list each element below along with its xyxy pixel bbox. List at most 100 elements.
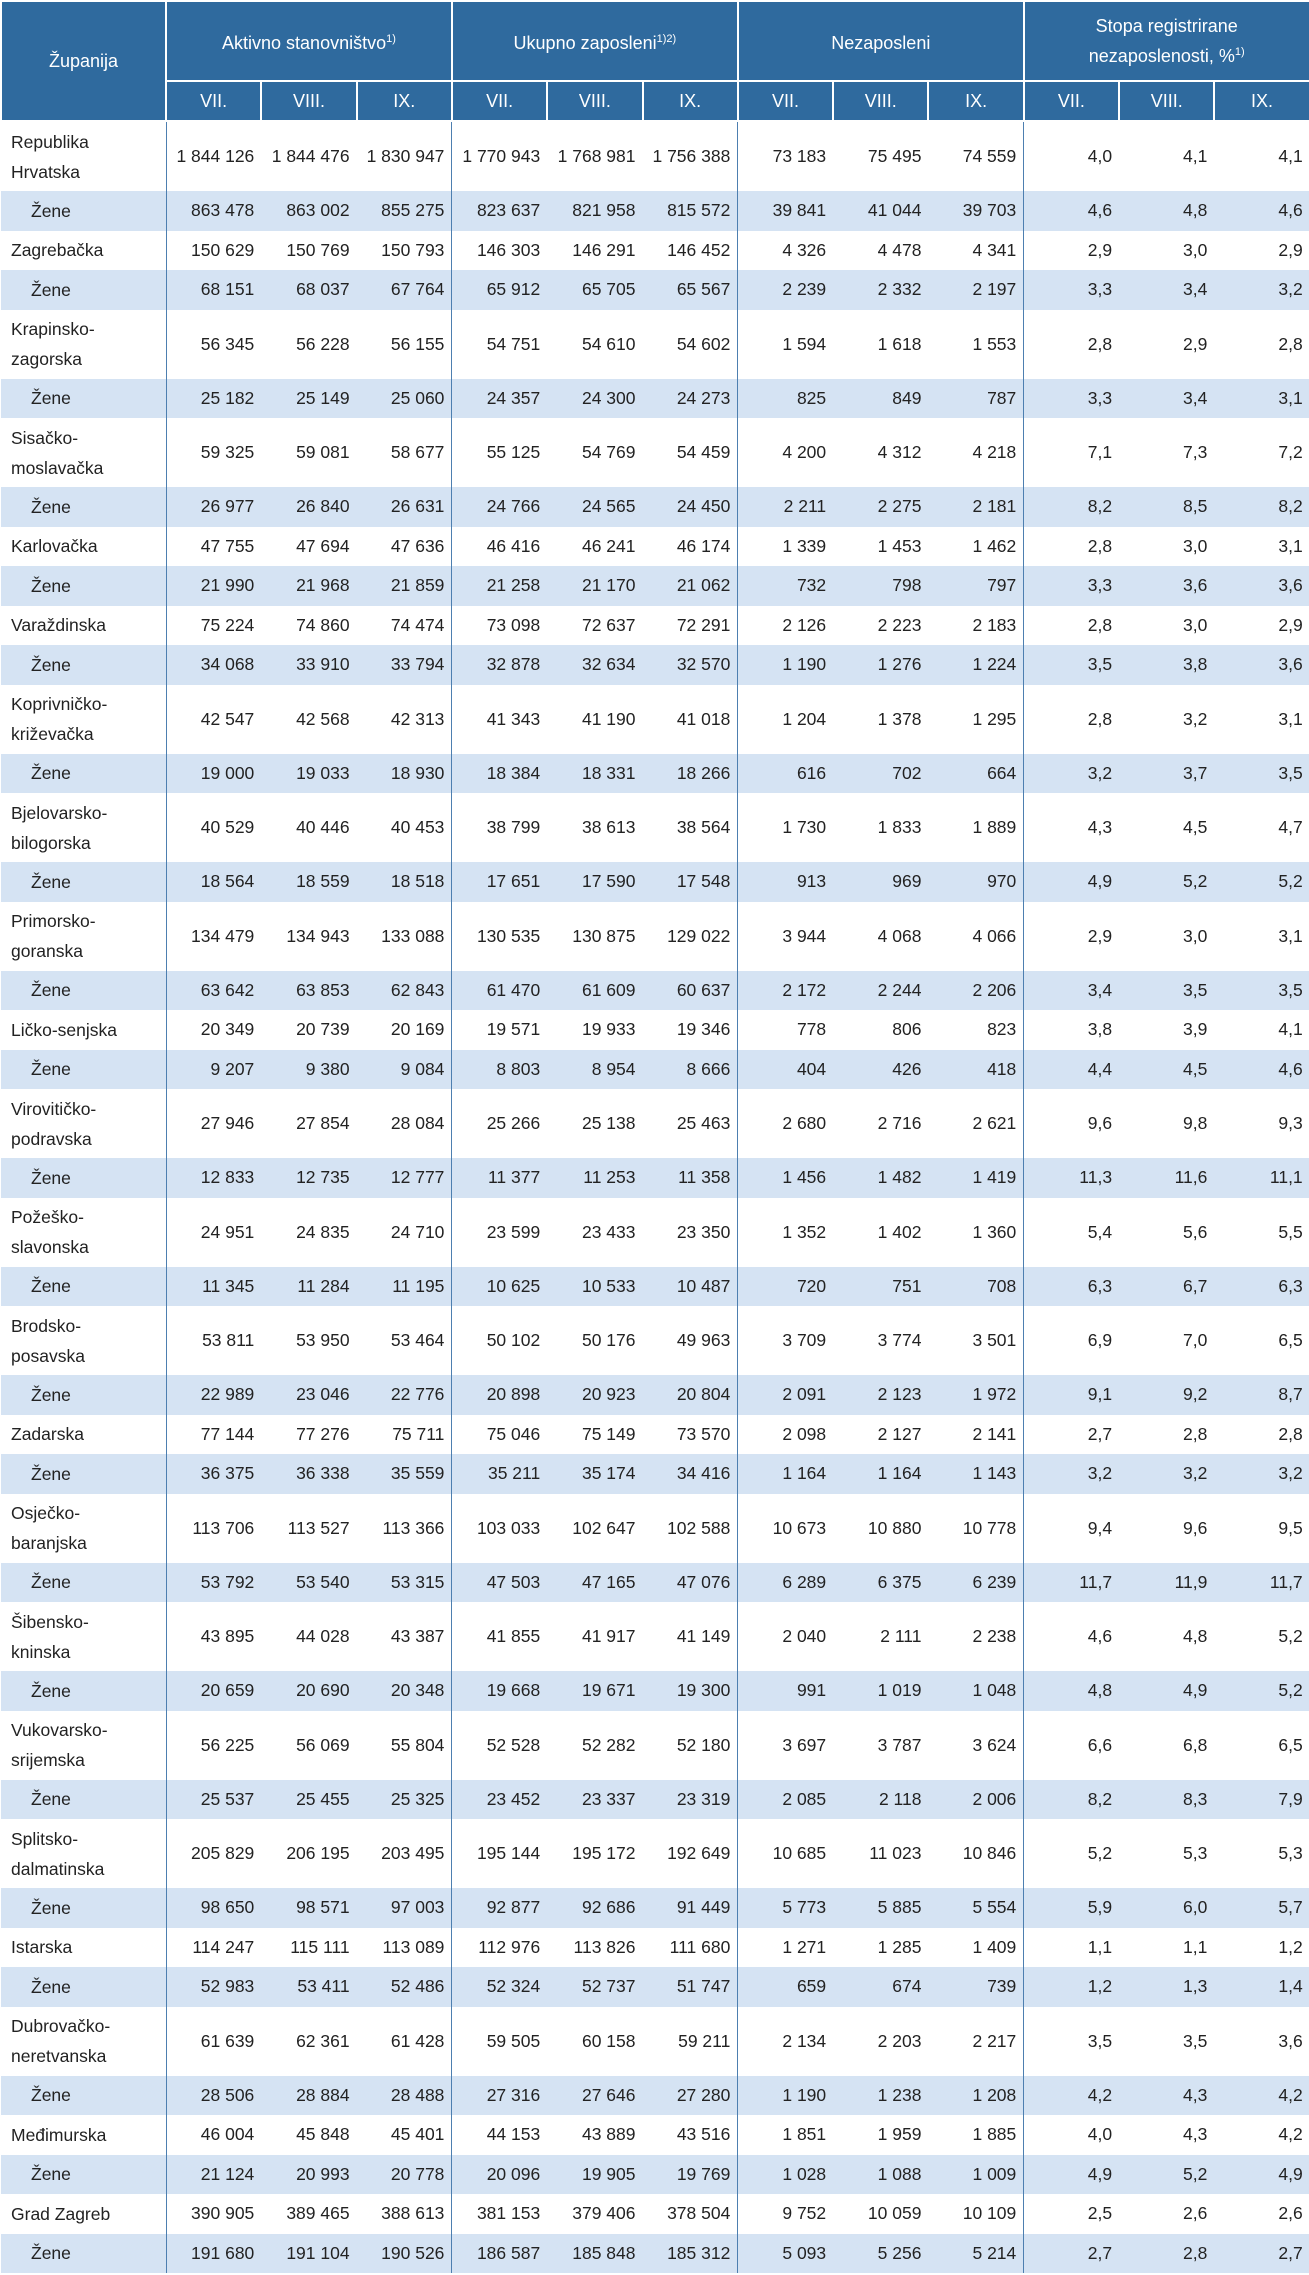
table-cell: 3 787 bbox=[877, 1734, 922, 1755]
table-cell: 2 217 bbox=[928, 2006, 1025, 2076]
table-cell: 10 880 bbox=[867, 1517, 922, 1538]
table-cell: 190 526 bbox=[356, 2233, 453, 2273]
table-cell: 20 923 bbox=[547, 1375, 643, 1415]
table-cell: 3,8 bbox=[1087, 1019, 1113, 1040]
table-cell: 50 102 bbox=[486, 1330, 541, 1350]
table-cell: 8,7 bbox=[1214, 1375, 1309, 1415]
table-row-county: Karlovačka 47 755 47 694 47 636 46 416 46 241… bbox=[1, 526, 1309, 566]
month-header: IX. bbox=[927, 80, 1025, 122]
table-cell: 2 332 bbox=[833, 270, 929, 310]
table-cell: 849 bbox=[833, 378, 929, 418]
month-header: IX. bbox=[641, 80, 739, 122]
table-cell: 823 637 bbox=[451, 191, 548, 231]
table-cell: 55 125 bbox=[486, 442, 541, 462]
table-cell: 855 275 bbox=[356, 191, 453, 231]
table-cell: 53 811 bbox=[202, 1330, 255, 1350]
table-cell: 1 276 bbox=[833, 645, 929, 685]
table-cell: 1 768 981 bbox=[557, 146, 636, 166]
table-cell: 1 456 bbox=[737, 1158, 834, 1198]
table-cell: 113 706 bbox=[192, 1517, 255, 1538]
table-cell: 195 144 bbox=[476, 1843, 541, 1863]
table-cell: 41 149 bbox=[642, 1602, 739, 1671]
table-cell: 2 239 bbox=[737, 270, 834, 310]
table-cell: 9 084 bbox=[356, 1049, 453, 1089]
table-cell: 4 200 bbox=[782, 442, 827, 462]
table-cell: 1 756 388 bbox=[642, 121, 739, 191]
table-cell: 3,3 bbox=[1023, 270, 1120, 310]
table-cell: 2 126 bbox=[782, 614, 827, 635]
table-cell: 1 594 bbox=[782, 333, 827, 354]
table-cell: 5,2 bbox=[1119, 2154, 1215, 2194]
table-cell: 2 085 bbox=[737, 1779, 834, 1819]
table-cell: 2,6 bbox=[1183, 2203, 1208, 2224]
table-cell: 150 793 bbox=[356, 230, 453, 270]
table-cell: 4,7 bbox=[1278, 817, 1303, 837]
table-cell: 379 406 bbox=[572, 2203, 636, 2224]
table-row-county: Zadarska 77 144 77 276 75 711 75 046 75 149 73… bbox=[1, 1414, 1309, 1454]
table-cell: 203 495 bbox=[356, 1819, 453, 1888]
table-cell: 61 428 bbox=[356, 2006, 453, 2076]
table-cell: 3 501 bbox=[928, 1306, 1025, 1375]
table-cell: 3,5 bbox=[1087, 2030, 1113, 2051]
county-name: Virovitičko- podravska bbox=[1, 1089, 167, 1158]
table-cell: 1 208 bbox=[928, 2075, 1025, 2115]
county-name: Krapinsko- zagorska bbox=[1, 309, 167, 379]
table-cell: 47 755 bbox=[200, 535, 255, 556]
table-cell: 3,2 bbox=[1023, 1454, 1120, 1494]
table-cell: 381 153 bbox=[476, 2203, 541, 2224]
table-cell: 26 631 bbox=[356, 487, 453, 527]
table-cell: 969 bbox=[833, 862, 929, 902]
table-cell: 4 341 bbox=[928, 230, 1025, 270]
table-cell: 32 570 bbox=[642, 645, 739, 685]
county-name: Žene bbox=[1, 2233, 167, 2273]
table-cell: 185 312 bbox=[642, 2233, 739, 2273]
table-cell: 11 253 bbox=[547, 1158, 643, 1198]
table-cell: 42 313 bbox=[356, 684, 453, 754]
table-cell: 1 409 bbox=[928, 1927, 1025, 1967]
table-cell: 24 450 bbox=[642, 487, 739, 527]
table-cell: 9 380 bbox=[261, 1049, 357, 1089]
table-cell: 19 769 bbox=[642, 2154, 739, 2194]
table-cell: 2,9 bbox=[1087, 925, 1113, 946]
group-header-employed: Ukupno zaposleni1)2) bbox=[450, 0, 739, 82]
table-cell: 6,5 bbox=[1278, 1330, 1303, 1350]
county-name: Žene bbox=[1, 1266, 167, 1306]
table-cell: 6,7 bbox=[1119, 1266, 1215, 1306]
table-cell: 3,5 bbox=[1183, 2030, 1208, 2051]
table-cell: 1 143 bbox=[928, 1454, 1025, 1494]
table-cell: 91 449 bbox=[642, 1888, 739, 1928]
table-body: Republika Hrvatska 1 844 126 1 844 476 1 83… bbox=[1, 121, 1309, 2273]
county-name: Međimurska bbox=[1, 2115, 167, 2155]
table-cell: 9 207 bbox=[166, 1049, 262, 1089]
table-cell: 22 776 bbox=[356, 1375, 453, 1415]
table-cell: 20 349 bbox=[200, 1019, 255, 1040]
table-cell: 6 239 bbox=[928, 1562, 1025, 1602]
table-cell: 41 855 bbox=[486, 1626, 541, 1646]
table-row-women: Žene 22 989 23 046 22 776 20 898 20 923 20 804… bbox=[1, 1375, 1309, 1415]
table-cell: 27 316 bbox=[451, 2075, 548, 2115]
county-name: Žene bbox=[1, 2075, 167, 2115]
table-cell: 27 946 bbox=[200, 1113, 255, 1133]
table-cell: 19 933 bbox=[581, 1019, 636, 1040]
table-cell: 1 844 126 bbox=[176, 146, 255, 166]
table-cell: 2,7 bbox=[1214, 2233, 1309, 2273]
table-row-county: Vukovarsko- srijemska 56 225 56 069 55 804 5… bbox=[1, 1710, 1309, 1780]
table-cell: 2,8 bbox=[1087, 614, 1113, 635]
table-cell: 24 835 bbox=[296, 1221, 350, 1242]
county-name: Žene bbox=[1, 970, 167, 1010]
table-cell: 23 452 bbox=[451, 1779, 548, 1819]
table-cell: 4,8 bbox=[1119, 191, 1215, 231]
table-cell: 5,6 bbox=[1183, 1221, 1208, 1242]
table-cell: 92 686 bbox=[547, 1888, 643, 1928]
table-cell: 45 401 bbox=[356, 2115, 453, 2155]
table-cell: 17 651 bbox=[451, 862, 548, 902]
table-cell: 2 127 bbox=[877, 1423, 922, 1444]
table-cell: 1 238 bbox=[833, 2075, 929, 2115]
table-cell: 1 770 943 bbox=[462, 146, 541, 166]
table-cell: 11 023 bbox=[869, 1843, 922, 1863]
table-cell: 8,3 bbox=[1119, 1779, 1215, 1819]
table-cell: 102 588 bbox=[642, 1493, 739, 1563]
table-cell: 24 273 bbox=[642, 378, 739, 418]
table-cell: 21 062 bbox=[642, 566, 739, 606]
table-cell: 2 244 bbox=[833, 970, 929, 1010]
